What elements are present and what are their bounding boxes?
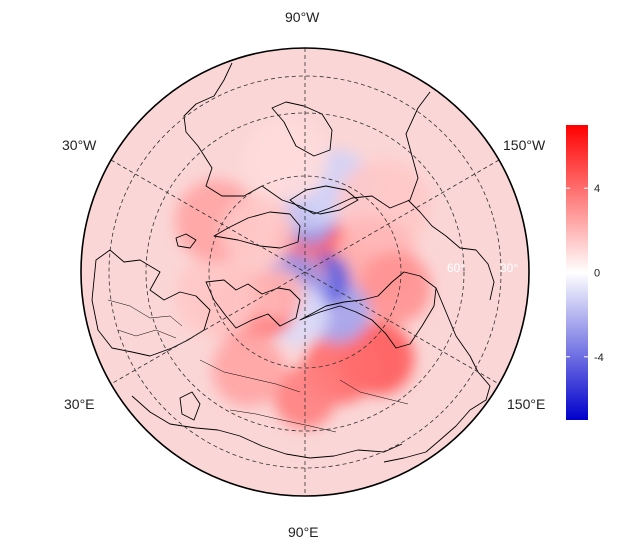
coastlines: [91, 62, 495, 463]
lat-label-60: 60°: [447, 261, 465, 275]
coastline-europe: [91, 249, 211, 357]
anomaly-region: [221, 195, 295, 269]
coastline-arctic-islands: [289, 185, 359, 215]
border-europe-a: [107, 299, 183, 327]
map-border: [80, 47, 530, 497]
graticule: [108, 48, 502, 496]
anomaly-region: [358, 251, 432, 325]
coastline-scandinavia: [205, 279, 301, 329]
border-asia-b: [229, 409, 337, 433]
colorbar-tick-label: -4: [594, 352, 604, 364]
colorbar-scale: [566, 125, 588, 420]
coastline-alaska: [407, 199, 495, 301]
land-borders: [107, 299, 409, 433]
coastline-north-america: [183, 62, 431, 215]
anomaly-region: [243, 119, 327, 203]
lon-label-90w: 90°W: [285, 9, 320, 25]
coastline-iceland: [175, 233, 197, 249]
lon-label-90e: 90°E: [288, 524, 319, 540]
lon-label-150w: 150°W: [503, 137, 546, 153]
lon-label-30e: 30°E: [64, 396, 95, 412]
border-asia-c: [339, 379, 409, 405]
lon-label-30w: 30°W: [62, 137, 97, 153]
anomaly-region: [252, 268, 305, 321]
lat-circle-0: [108, 75, 502, 469]
anomaly-region: [175, 254, 259, 338]
border-europe-b: [117, 329, 177, 339]
colorbar-tick-label: 0: [594, 268, 600, 280]
anomaly-region: [273, 365, 337, 429]
coastline-hudson-bay: [271, 101, 333, 157]
border-asia-a: [199, 359, 301, 393]
colorbar-ticks: 4 0 -4: [566, 183, 604, 364]
lat-circle-30: [145, 112, 465, 432]
coastline-siberia: [299, 271, 437, 349]
meridian-150w-30e: [110, 159, 500, 385]
coastline-greenland: [213, 211, 301, 249]
coastline-southern-asia: [131, 395, 403, 459]
colorbar-tick-label: 4: [594, 183, 600, 195]
coastline-caspian: [179, 391, 201, 421]
map-disc: 60° 30°: [81, 48, 529, 496]
colorbar: 4 0 -4: [566, 125, 604, 420]
lon-label-150e: 150°E: [507, 396, 546, 412]
lat-label-30: 30°: [500, 261, 518, 275]
anomaly-field: [175, 119, 432, 429]
anomaly-region: [212, 333, 285, 407]
coastline-pacific-asia: [383, 287, 491, 463]
